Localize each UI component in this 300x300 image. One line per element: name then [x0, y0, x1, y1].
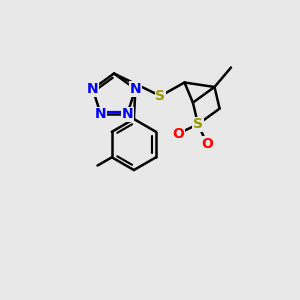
Text: O: O: [172, 127, 184, 140]
Text: N: N: [130, 82, 141, 96]
Text: N: N: [122, 107, 133, 121]
Text: S: S: [155, 89, 166, 103]
Text: S: S: [193, 117, 203, 131]
Text: O: O: [201, 137, 213, 151]
Text: N: N: [87, 82, 98, 96]
Text: N: N: [95, 107, 106, 121]
